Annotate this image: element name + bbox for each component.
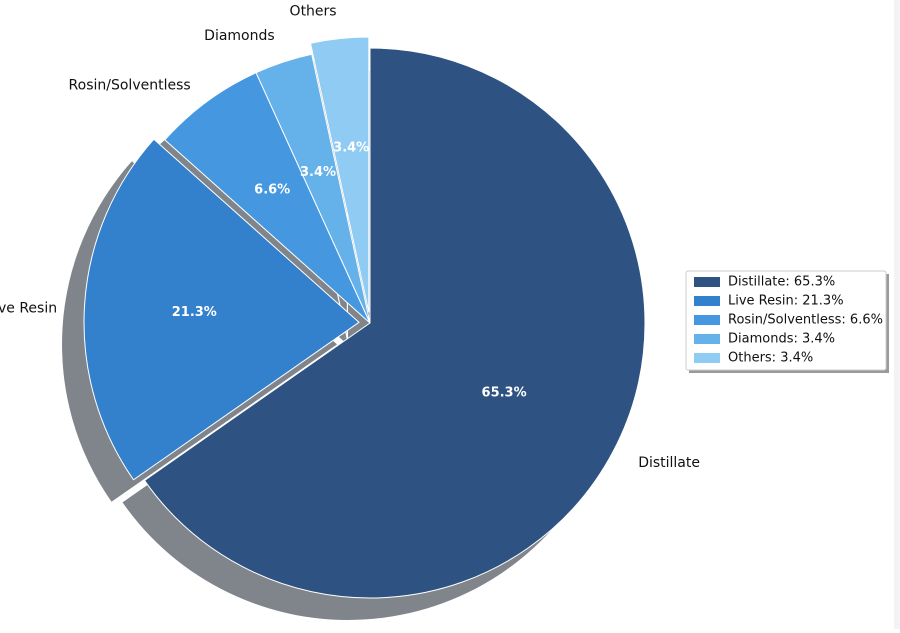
legend-box	[685, 270, 887, 371]
pie-slices	[83, 36, 646, 599]
legend-entry-distillate: Distillate: 65.3%	[728, 275, 835, 290]
label-rosin-solventless: Rosin/Solventless	[69, 77, 191, 93]
percent-labels: 65.3% 21.3% 6.6% 3.4% 3.4%	[172, 141, 527, 401]
percent-label-rosin-solventless: 6.6%	[254, 183, 290, 198]
legend-swatch-diamonds	[694, 334, 720, 344]
slice-others	[310, 36, 370, 313]
legend-swatch-others	[694, 353, 720, 363]
slice-distillate	[144, 47, 646, 599]
legend-entry-live-resin: Live Resin: 21.3%	[728, 294, 844, 309]
percent-label-live-resin: 21.3%	[172, 305, 217, 320]
label-live-resin: Live Resin	[0, 300, 57, 316]
legend-entry-rosin-solventless: Rosin/Solventless: 6.6%	[728, 313, 883, 328]
label-distillate: Distillate	[638, 455, 700, 471]
legend-swatch-live-resin	[694, 296, 720, 306]
percent-label-distillate: 65.3%	[482, 385, 527, 400]
legend: Distillate: 65.3% Live Resin: 21.3% Rosin/…	[685, 270, 889, 373]
percent-label-others: 3.4%	[333, 141, 369, 156]
label-diamonds: Diamonds	[204, 28, 275, 44]
slice-labels: Distillate Live Resin Rosin/Solventless Dia…	[0, 3, 700, 471]
slice-rosin-solventless	[164, 72, 371, 324]
legend-swatch-distillate	[694, 277, 720, 287]
slice-live-resin	[83, 138, 360, 481]
label-others: Others	[290, 3, 337, 19]
legend-swatch-rosin-solventless	[694, 315, 720, 325]
percent-label-diamonds: 3.4%	[300, 165, 336, 180]
slice-diamonds	[255, 53, 371, 324]
page-edge	[894, 0, 900, 629]
legend-entry-others: Others: 3.4%	[728, 351, 813, 366]
legend-entry-diamonds: Diamonds: 3.4%	[728, 332, 835, 347]
